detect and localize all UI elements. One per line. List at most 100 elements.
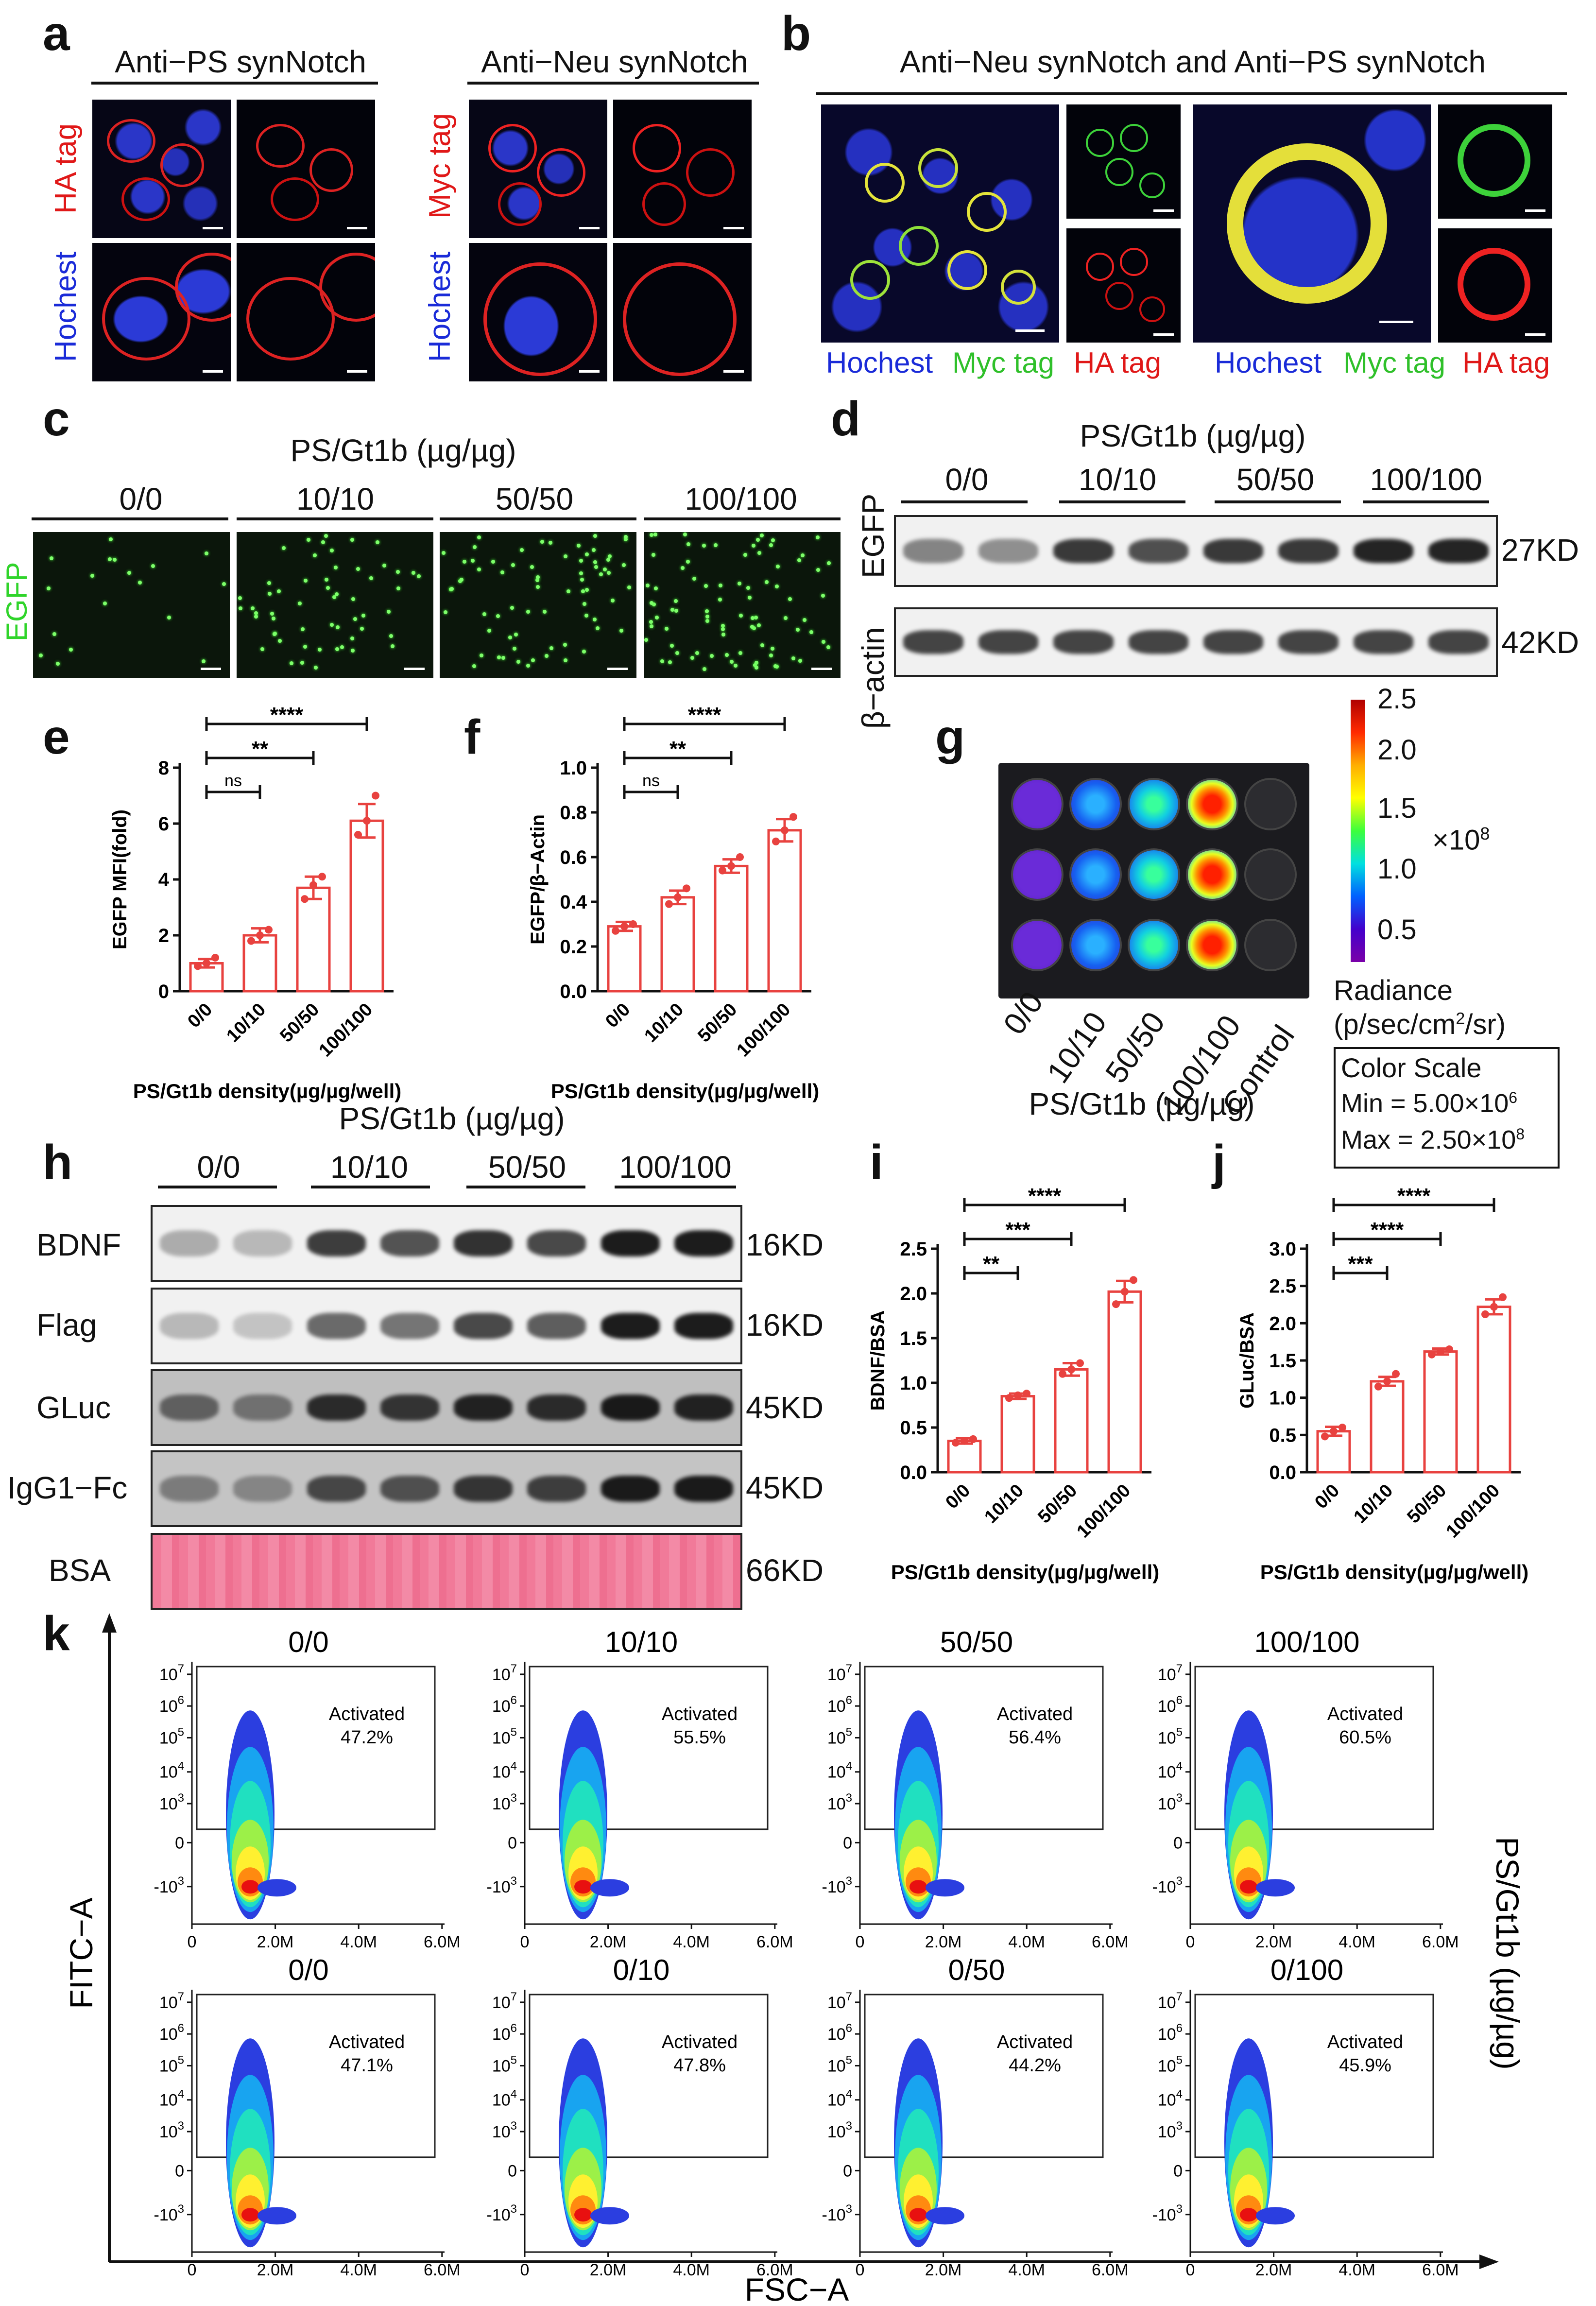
panel-label-b: b bbox=[781, 6, 811, 61]
flow-y-tick-label: 103 bbox=[159, 2119, 184, 2141]
k-y-arrow-head bbox=[102, 1613, 117, 1633]
flow-x-tick-label: 4.0M bbox=[1008, 1933, 1045, 1951]
y-tick-label: 0.4 bbox=[560, 892, 587, 913]
panel-b-legend-hochest-1: Hochest bbox=[826, 346, 933, 379]
flow-y-tick-label: 104 bbox=[1158, 1760, 1183, 1782]
well-control-row1 bbox=[1246, 780, 1295, 828]
flow-y-tick-label: 104 bbox=[492, 1760, 517, 1782]
bar bbox=[296, 886, 331, 993]
y-axis-label: GLuc/BSA bbox=[1236, 1312, 1258, 1409]
flow-plot-r1-c2: 10/10 Activated 55.5% 107 106 105 104 103 0 -103 0… bbox=[487, 1626, 793, 1951]
panel-d-egfp-label: EGFP bbox=[856, 493, 891, 578]
data-point bbox=[1130, 1276, 1137, 1284]
x-tick-label: 10/10 bbox=[980, 1480, 1028, 1528]
panel-a-myc-tag-label: Myc tag bbox=[423, 113, 457, 219]
y-tick-label: 1.0 bbox=[1269, 1388, 1296, 1409]
panel-h-row-label-igg: IgG1−Fc bbox=[7, 1470, 128, 1505]
panel-c-field-3 bbox=[440, 532, 636, 678]
flow-x-tick-label: 4.0M bbox=[340, 1933, 377, 1951]
density-tail bbox=[926, 1879, 964, 1897]
well-0-0-row2 bbox=[1013, 850, 1062, 899]
gate-value: 47.2% bbox=[341, 1727, 393, 1748]
data-point bbox=[1428, 1350, 1436, 1359]
sig-label: ns bbox=[224, 772, 242, 790]
y-tick-label: 3.0 bbox=[1269, 1239, 1296, 1260]
panel-d-group-3: 50/50 bbox=[1236, 462, 1315, 497]
flow-y-tick-label: 105 bbox=[1158, 1725, 1183, 1747]
data-point bbox=[363, 817, 371, 825]
k-right-label: PS/Gt1b (µg/µg) bbox=[1490, 1837, 1526, 2070]
panel-g-scale-title: Color Scale bbox=[1341, 1052, 1482, 1083]
data-point bbox=[256, 931, 264, 939]
data-point bbox=[1121, 1288, 1129, 1296]
flow-y-tick-label: 103 bbox=[827, 1791, 852, 1813]
density-layer bbox=[241, 1880, 259, 1894]
sig-label: ** bbox=[669, 737, 686, 761]
panel-g-cbar-tick-3: 1.5 bbox=[1377, 792, 1417, 824]
sig-label: *** bbox=[1005, 1218, 1030, 1242]
data-point bbox=[719, 866, 726, 875]
panel-b-micrograph-myc-2 bbox=[1438, 104, 1552, 219]
data-point bbox=[727, 862, 735, 870]
flow-plot-r1-c4: 100/100 Activated 60.5% 107 106 105 104 103 0 -10… bbox=[1152, 1626, 1459, 1951]
panel-d-title: PS/Gt1b (µg/µg) bbox=[1080, 418, 1306, 453]
panel-label-f: f bbox=[464, 710, 481, 764]
data-point bbox=[1005, 1394, 1013, 1402]
x-tick-label: 100/100 bbox=[1073, 1480, 1135, 1542]
gate-label: Activated bbox=[662, 1704, 738, 1724]
data-point bbox=[969, 1435, 977, 1443]
bar bbox=[1000, 1395, 1035, 1474]
flow-y-tick-label: -103 bbox=[154, 1875, 185, 1896]
panel-c-egfp-label: EGFP bbox=[0, 562, 33, 641]
flow-y-tick-label: 0 bbox=[508, 2162, 517, 2180]
panel-h-blot-bdnf bbox=[151, 1205, 742, 1282]
panel-d-group-1: 0/0 bbox=[945, 462, 989, 497]
panel-g-radiance-unit: (p/sec/cm2/sr) bbox=[1334, 1009, 1506, 1040]
x-tick-label: 0/0 bbox=[942, 1480, 974, 1513]
sig-label: **** bbox=[1397, 1184, 1431, 1208]
panel-b-legend-myc-2: Myc tag bbox=[1343, 346, 1446, 379]
flow-y-tick-label: 104 bbox=[1158, 2088, 1183, 2110]
data-point bbox=[194, 962, 202, 970]
density-layer bbox=[574, 2208, 592, 2222]
bar bbox=[1370, 1380, 1405, 1474]
data-point bbox=[1112, 1300, 1120, 1308]
bar bbox=[714, 864, 749, 993]
data-point bbox=[372, 792, 379, 800]
y-tick-label: 4 bbox=[158, 869, 170, 891]
flow-x-tick-label: 6.0M bbox=[424, 1933, 461, 1951]
panel-label-i: i bbox=[870, 1135, 883, 1189]
flow-y-tick-label: 107 bbox=[827, 1662, 852, 1684]
data-point bbox=[1076, 1359, 1084, 1367]
panel-c-field-1 bbox=[33, 532, 230, 678]
panel-b-title: Anti−Neu synNotch and Anti−PS synNotch bbox=[899, 44, 1486, 79]
panel-c-group-4: 100/100 bbox=[685, 482, 797, 516]
panel-a-micrograph-hochest bbox=[237, 243, 375, 381]
flow-y-tick-label: 103 bbox=[492, 2119, 517, 2141]
flow-y-tick-label: 104 bbox=[159, 1760, 184, 1782]
panel-b-micrograph-ha-1 bbox=[1066, 228, 1181, 343]
well-10-10-row1 bbox=[1071, 780, 1120, 828]
x-tick-label: 100/100 bbox=[733, 999, 795, 1061]
data-point bbox=[665, 900, 673, 908]
flow-y-tick-label: 103 bbox=[827, 2119, 852, 2141]
y-tick-label: 0.5 bbox=[1269, 1425, 1296, 1446]
x-tick-label: 10/10 bbox=[1350, 1480, 1397, 1528]
y-tick-label: 0.2 bbox=[560, 936, 587, 958]
panel-h-row-label-flag: Flag bbox=[36, 1308, 97, 1342]
flow-plot-r1-c3: 50/50 Activated 56.4% 107 106 105 104 103 0 -103 0… bbox=[822, 1626, 1129, 1951]
bar bbox=[349, 819, 384, 993]
y-tick-label: 0.5 bbox=[900, 1417, 927, 1439]
flow-x-tick-label: 6.0M bbox=[1422, 1933, 1459, 1951]
panel-label-e: e bbox=[43, 710, 70, 764]
bar bbox=[1476, 1306, 1511, 1474]
flow-y-tick-label: -103 bbox=[154, 2203, 185, 2224]
flow-x-tick-label: 4.0M bbox=[340, 2261, 377, 2279]
flow-y-tick-label: 106 bbox=[827, 1694, 852, 1716]
panel-a-hochest-label-left: Hochest bbox=[49, 251, 83, 362]
flow-y-tick-label: 103 bbox=[1158, 1791, 1183, 1813]
flow-y-tick-label: 107 bbox=[1158, 1662, 1183, 1684]
well-50-50-row3 bbox=[1130, 921, 1178, 969]
panel-g-multiplier: ×108 bbox=[1432, 824, 1490, 856]
panel-h-blot-flag bbox=[151, 1288, 742, 1364]
